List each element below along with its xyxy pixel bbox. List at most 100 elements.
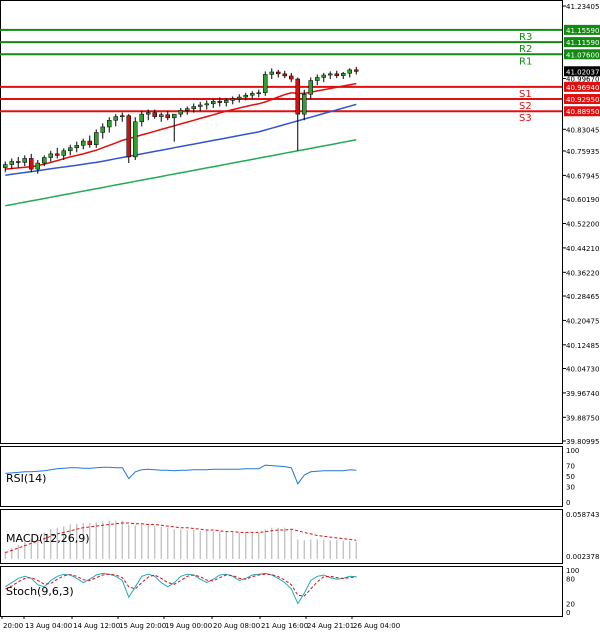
candle-body (87, 140, 92, 145)
price-tick-label: 40.52200 (566, 221, 599, 229)
candle-body (9, 161, 14, 165)
price-tick-label: 40.44210 (566, 245, 599, 253)
macd-panel: 0.058743 0.002378 MACD(12,26,9) (4, 511, 599, 561)
candle-body (328, 73, 333, 76)
candle-body (289, 75, 294, 80)
stoch-panel-frame (0, 566, 563, 617)
level-price-label-r1: 41.07600 (566, 51, 599, 59)
rsi-label: RSI(14) (6, 472, 46, 485)
candlesticks (3, 66, 359, 174)
level-price-label-r3: 41.15590 (566, 27, 599, 35)
candle-body (139, 113, 144, 123)
level-price-label-s3: 40.88950 (566, 108, 599, 116)
candle-body (61, 150, 66, 156)
time-tick-label: 13 Aug 04:00 (25, 622, 72, 630)
level-price-tag-r1 (564, 49, 600, 60)
macd-label: MACD(12,26,9) (6, 532, 90, 545)
time-tick-label: 20:00 (3, 622, 23, 630)
candle-body (321, 74, 326, 78)
price-tick-label: 40.12485 (566, 342, 599, 350)
level-price-label-s1: 40.96940 (566, 84, 599, 92)
candle-body (55, 153, 60, 156)
price-tick-label: 39.80995 (566, 438, 599, 446)
macd-tick-label-top: 0.058743 (566, 511, 599, 519)
price-tick-label: 40.04730 (566, 366, 599, 374)
candle-body (126, 115, 131, 158)
rsi-tick-label: 0 (566, 499, 570, 507)
support-resistance-levels: R3 41.15590 R2 41.11590 R1 41.07600 S1 40.96940… (0, 24, 600, 124)
ma-slow-line (5, 139, 357, 207)
candle-body (165, 114, 170, 119)
price-tick-label: 40.36220 (566, 269, 599, 277)
price-tick-label: 40.99670 (566, 76, 599, 84)
panel-frames (0, 0, 563, 617)
time-tick-label: 19 Aug 00:00 (165, 622, 212, 630)
price-tick-label: 40.83045 (566, 126, 599, 134)
level-label-s1: S1 (519, 89, 532, 100)
time-tick-label: 20 Aug 08:00 (213, 622, 260, 630)
candle-body (237, 96, 242, 100)
candle-body (224, 100, 229, 103)
candle-body (308, 80, 313, 95)
candle-body (282, 73, 287, 77)
time-tick-label: 24 Aug 21:01 (307, 622, 354, 630)
candle-body (269, 71, 274, 75)
macd-tick-label-bottom: 0.002378 (566, 553, 599, 561)
last-price-tag (564, 66, 600, 77)
level-label-r1: R1 (519, 56, 532, 67)
rsi-tick-label: 70 (566, 463, 575, 471)
level-price-tag-s3 (564, 106, 600, 117)
candle-body (295, 78, 300, 115)
candle-body (146, 112, 151, 115)
price-tick-label: 40.60190 (566, 196, 599, 204)
candle-body (198, 104, 203, 107)
price-tick-label: 40.20475 (566, 317, 599, 325)
price-tick-label: 40.67945 (566, 172, 599, 180)
rsi-panel-frame (0, 446, 563, 507)
candle-body (263, 74, 268, 94)
candle-body (107, 120, 112, 128)
macd-signal-line (5, 522, 357, 554)
level-label-s3: S3 (519, 113, 532, 124)
candle-body (68, 147, 73, 152)
time-tick-label: 15 Aug 20:00 (119, 622, 166, 630)
candle-body (16, 161, 21, 163)
price-tick-label: 40.75935 (566, 148, 599, 156)
candle-body (74, 145, 79, 148)
level-label-r3: R3 (519, 32, 532, 43)
candle-body (354, 69, 359, 72)
level-price-label-s2: 40.92950 (566, 96, 599, 104)
rsi-line (5, 464, 357, 485)
level-label-s2: S2 (519, 101, 532, 112)
rsi-tick-label: 50 (566, 473, 575, 481)
candle-body (204, 103, 209, 106)
candle-body (94, 132, 99, 145)
level-price-tag-s2 (564, 94, 600, 105)
candle-body (243, 94, 248, 98)
candle-body (334, 73, 339, 76)
candle-body (250, 93, 255, 96)
candle-body (3, 164, 8, 168)
stoch-tick-label: 100 (566, 567, 579, 575)
candle-body (341, 72, 346, 76)
candle-body (42, 157, 47, 164)
candle-body (152, 112, 157, 117)
stoch-tick-label: 80 (566, 575, 575, 583)
level-label-r2: R2 (519, 44, 532, 55)
candle-body (29, 158, 34, 170)
level-price-tag-r2 (564, 37, 600, 48)
time-tick-label: 14 Aug 12:00 (73, 622, 120, 630)
stoch-k-line (5, 572, 357, 605)
candle-body (315, 77, 320, 81)
stoch-tick-label: 20 (566, 601, 575, 609)
macd-panel-frame (0, 509, 563, 564)
price-tick-label: 39.96740 (566, 390, 599, 398)
candle-body (48, 153, 53, 158)
last-price-label: 41.02037 (566, 68, 599, 76)
candle-body (100, 126, 105, 133)
level-price-tag-r3 (564, 24, 600, 35)
rsi-panel: 100 70 50 30 0 RSI(14) (5, 447, 579, 507)
rsi-tick-label: 30 (566, 483, 575, 491)
